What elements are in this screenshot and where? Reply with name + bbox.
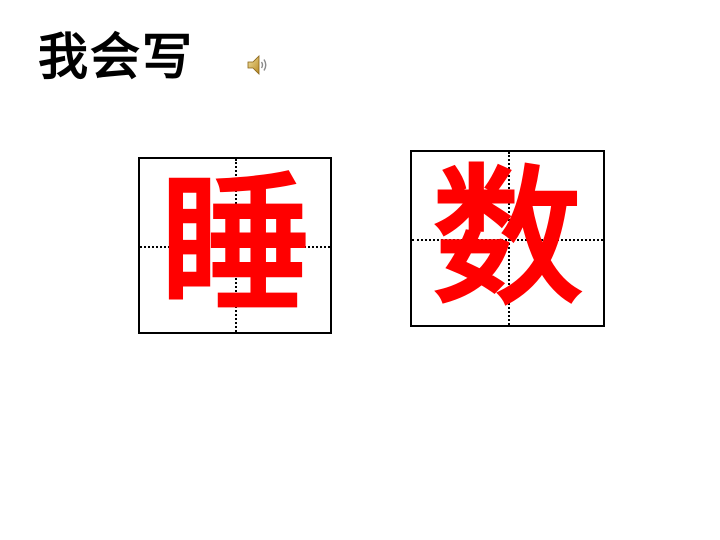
speaker-sound-icon-graphic <box>247 55 267 75</box>
page-title: 我会写 <box>38 28 194 86</box>
character-shui: 睡 <box>159 158 310 333</box>
character-shu: 数 <box>432 151 583 326</box>
writing-grid-box-2: 数 <box>410 150 605 327</box>
grid-vertical-guide <box>235 159 237 332</box>
writing-grid-box-1: 睡 <box>138 157 332 334</box>
speaker-sound-icon[interactable] <box>246 53 270 77</box>
grid-vertical-guide <box>507 152 510 325</box>
